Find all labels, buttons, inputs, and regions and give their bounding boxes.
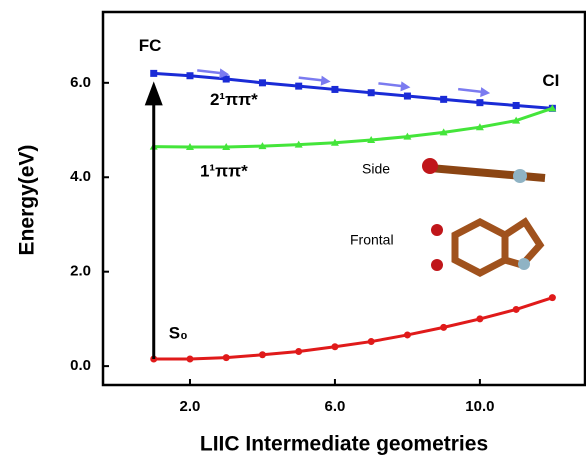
direction-arrow xyxy=(458,89,484,92)
series-line xyxy=(154,298,553,359)
annotation: CI xyxy=(542,71,559,90)
arrow-head xyxy=(145,81,163,105)
y-axis-label: Energy(eV) xyxy=(16,145,39,256)
point xyxy=(186,356,193,363)
x-tick-label: 10.0 xyxy=(465,398,494,415)
series-label: 2¹ππ* xyxy=(210,90,258,109)
annotation: FC xyxy=(139,36,162,55)
point xyxy=(259,79,266,86)
point xyxy=(476,315,483,322)
series-label: 1¹ππ* xyxy=(200,162,248,181)
annotation: Side xyxy=(362,161,390,177)
point xyxy=(513,306,520,313)
x-tick-label: 6.0 xyxy=(325,398,346,415)
direction-arrow xyxy=(378,83,404,86)
point xyxy=(186,72,193,79)
direction-arrow-head xyxy=(400,81,410,91)
molecule-frontal xyxy=(431,222,540,273)
direction-arrow xyxy=(197,70,223,73)
point xyxy=(368,338,375,345)
chart: LIIC Intermediate geometries Energy(eV) … xyxy=(0,0,586,463)
point xyxy=(259,351,266,358)
y-tick-label: 4.0 xyxy=(70,168,91,185)
point xyxy=(404,331,411,338)
point xyxy=(150,70,157,77)
point xyxy=(549,294,556,301)
point xyxy=(223,354,230,361)
point xyxy=(440,96,447,103)
molecule-side xyxy=(422,158,545,183)
point xyxy=(295,348,302,355)
y-tick-label: 0.0 xyxy=(70,357,91,374)
direction-arrow-head xyxy=(321,76,331,86)
series-label: S₀ xyxy=(169,324,188,343)
point xyxy=(368,89,375,96)
series-line xyxy=(154,108,553,147)
point xyxy=(223,76,230,83)
annotation: Frontal xyxy=(350,232,394,248)
direction-arrow-head xyxy=(480,87,490,97)
point xyxy=(476,99,483,106)
point xyxy=(513,102,520,109)
point xyxy=(331,343,338,350)
direction-arrow xyxy=(299,78,325,81)
point xyxy=(404,93,411,100)
y-tick-label: 6.0 xyxy=(70,74,91,91)
x-axis-label: LIIC Intermediate geometries xyxy=(200,433,488,456)
point xyxy=(440,324,447,331)
x-tick-label: 2.0 xyxy=(180,398,201,415)
point xyxy=(331,86,338,93)
y-tick-label: 2.0 xyxy=(70,263,91,280)
point xyxy=(295,83,302,90)
